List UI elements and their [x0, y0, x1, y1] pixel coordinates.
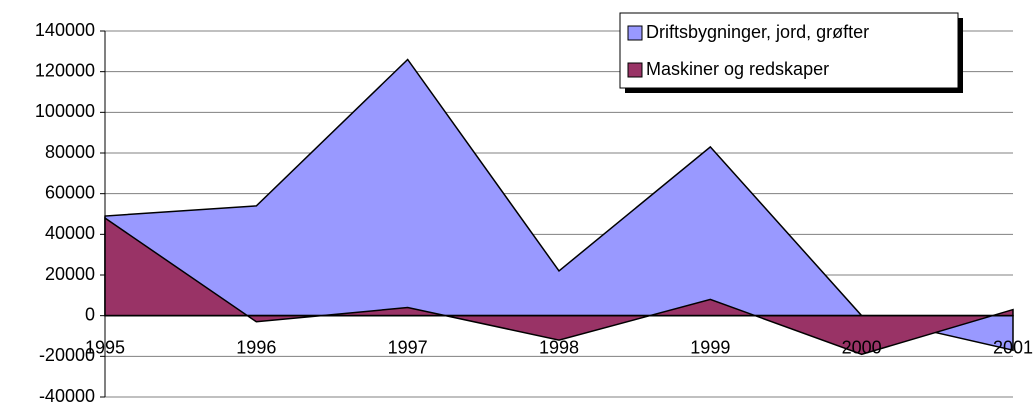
legend-label: Driftsbygninger, jord, grøfter: [646, 22, 869, 42]
x-tick-label: 2001: [993, 337, 1033, 357]
y-tick-label: 0: [85, 304, 95, 324]
y-tick-label: 100000: [35, 101, 95, 121]
x-tick-label: 1999: [690, 337, 730, 357]
area: [104, 58, 1014, 352]
y-tick-label: 60000: [45, 182, 95, 202]
y-tick-label: -40000: [39, 386, 95, 405]
legend-label: Maskiner og redskaper: [646, 59, 829, 79]
legend: [619, 12, 959, 89]
y-tick-label: -20000: [39, 345, 95, 365]
x-tick-label: 1997: [388, 337, 428, 357]
y-tick-label: 40000: [45, 223, 95, 243]
y-tick-label: 20000: [45, 264, 95, 284]
y-tick-label: 120000: [35, 60, 95, 80]
x-tick-label: 1995: [85, 337, 125, 357]
y-tick-label: 140000: [35, 20, 95, 40]
area: [104, 216, 1014, 356]
y-tick-label: 80000: [45, 142, 95, 162]
x-tick-label: 1996: [236, 337, 276, 357]
legend-swatch: [627, 25, 643, 41]
x-tick-label: 2000: [842, 337, 882, 357]
legend-swatch: [627, 62, 643, 78]
x-tick-label: 1998: [539, 337, 579, 357]
